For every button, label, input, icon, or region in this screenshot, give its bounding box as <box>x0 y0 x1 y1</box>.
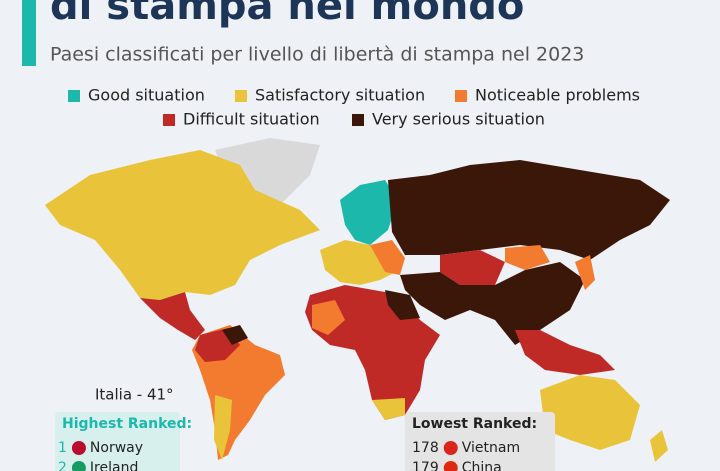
flag <box>443 461 458 471</box>
world-map <box>45 138 670 462</box>
country-name: Ireland <box>90 460 138 471</box>
italy-annotation: Italia - 41° <box>95 386 174 404</box>
legend-swatch <box>352 114 364 126</box>
egypt-sudan <box>385 290 420 320</box>
southeast-asia <box>515 330 615 375</box>
legend: Good situation Satisfactory situation Noti… <box>68 86 640 129</box>
legend-swatch <box>163 114 175 126</box>
asia <box>400 262 585 345</box>
rank-number: 178 <box>412 440 439 456</box>
scandinavia <box>340 180 398 245</box>
australia <box>540 375 640 450</box>
japan <box>575 255 595 290</box>
russia <box>388 160 670 260</box>
accent-bar <box>22 0 36 66</box>
highest-box <box>55 412 180 471</box>
subtitle: Paesi classificati per livello di libert… <box>50 44 584 66</box>
southern-africa <box>372 398 405 420</box>
north-america <box>45 150 320 300</box>
rank-number: 2 <box>58 460 67 471</box>
legend-swatch <box>235 90 247 102</box>
legend-label: Very serious situation <box>372 110 545 129</box>
central-america <box>140 292 205 340</box>
eastern-europe <box>370 240 405 275</box>
country-name: China <box>462 460 502 471</box>
venezuela <box>222 325 248 345</box>
flag <box>71 461 86 471</box>
flag <box>443 441 458 455</box>
mongolia <box>505 245 550 270</box>
legend-swatch <box>455 90 467 102</box>
rank-number: 179 <box>412 460 439 471</box>
lowest-title: Lowest Ranked: <box>412 416 537 432</box>
west-africa <box>312 300 345 335</box>
rank-lists: 1 Norway 2 Ireland 178 Vietnam 179 China <box>58 440 520 471</box>
legend-label: Noticeable problems <box>475 86 640 105</box>
legend-label: Difficult situation <box>183 110 320 129</box>
country-name: Norway <box>90 440 143 456</box>
central-asia <box>440 250 505 285</box>
country-name: Vietnam <box>462 440 520 456</box>
chile-argentina <box>214 395 232 460</box>
rank-number: 1 <box>58 440 67 456</box>
legend-swatch <box>68 90 80 102</box>
legend-label: Good situation <box>88 86 205 105</box>
greenland <box>215 138 320 218</box>
highest-title: Highest Ranked: <box>62 416 192 432</box>
legend-label: Satisfactory situation <box>255 86 425 105</box>
title: di stampa nel mondo <box>50 0 524 29</box>
flag <box>71 441 86 455</box>
lowest-box <box>405 412 555 471</box>
new-zealand <box>650 430 668 462</box>
